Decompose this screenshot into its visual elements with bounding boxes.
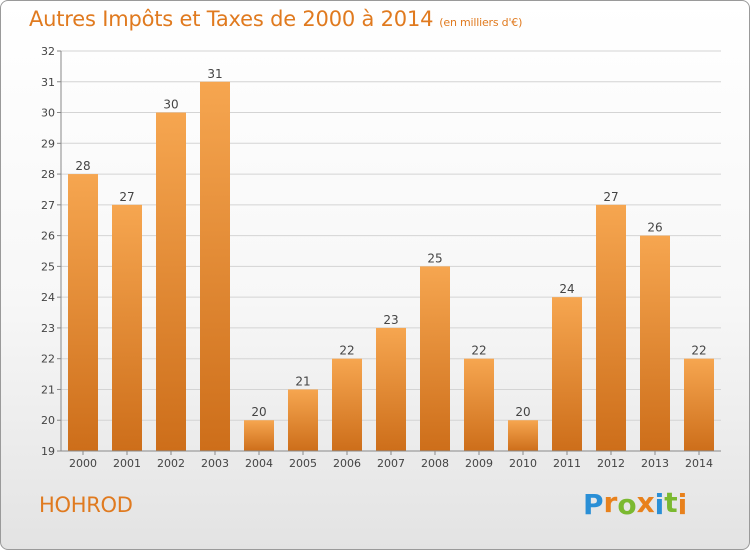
y-tick-label: 28 bbox=[41, 168, 55, 181]
y-tick-label: 24 bbox=[41, 291, 55, 304]
y-tick-label: 20 bbox=[41, 414, 55, 427]
y-tick-label: 29 bbox=[41, 137, 55, 150]
logo-letter: x bbox=[636, 486, 655, 519]
logo-letter: o bbox=[617, 488, 637, 521]
x-tick-label: 2006 bbox=[333, 457, 361, 470]
x-tick-label: 2014 bbox=[685, 457, 713, 470]
data-label: 20 bbox=[515, 405, 530, 419]
data-label: 28 bbox=[75, 159, 90, 173]
bars bbox=[68, 81, 714, 452]
y-tick-label: 27 bbox=[41, 199, 55, 212]
logo-letter: t bbox=[664, 486, 678, 519]
y-tick-label: 21 bbox=[41, 383, 55, 396]
data-label: 25 bbox=[427, 251, 442, 265]
y-tick-label: 32 bbox=[41, 45, 55, 58]
y-tick-label: 23 bbox=[41, 322, 55, 335]
data-label: 27 bbox=[119, 190, 134, 204]
y-tick-label: 26 bbox=[41, 230, 55, 243]
data-label: 27 bbox=[603, 190, 618, 204]
logo-letter: P bbox=[583, 488, 604, 521]
town-name: HOHROD bbox=[39, 493, 133, 517]
chart-title: Autres Impôts et Taxes de 2000 à 2014 (en… bbox=[29, 7, 522, 31]
axes: 19 20 21 22 23 24 25 26 27 28 29 30 31 32 2000 2001 2002… bbox=[41, 45, 721, 470]
x-tick-label: 2001 bbox=[113, 457, 141, 470]
logo-letter: i bbox=[654, 488, 665, 521]
bar bbox=[332, 358, 362, 451]
bar bbox=[596, 204, 626, 451]
proxiti-logo[interactable]: Proxiti bbox=[583, 486, 688, 521]
x-tick-label: 2000 bbox=[69, 457, 97, 470]
bar bbox=[68, 174, 98, 452]
x-tick-label: 2004 bbox=[245, 457, 273, 470]
bar bbox=[288, 389, 318, 451]
chart-title-unit: (en milliers d'€) bbox=[439, 16, 523, 29]
data-label: 23 bbox=[383, 313, 398, 327]
x-tick-label: 2011 bbox=[553, 457, 581, 470]
y-tick-label: 31 bbox=[41, 76, 55, 89]
data-label: 30 bbox=[163, 98, 178, 112]
x-tick-label: 2010 bbox=[509, 457, 537, 470]
bar bbox=[640, 235, 670, 451]
bar bbox=[200, 81, 230, 452]
labels: 28 27 30 31 20 21 22 23 25 22 20 24 27 26 22 bbox=[75, 67, 706, 419]
y-tick-label: 25 bbox=[41, 260, 55, 273]
x-tick-label: 2009 bbox=[465, 457, 493, 470]
data-label: 20 bbox=[251, 405, 266, 419]
data-label: 22 bbox=[471, 344, 486, 358]
y-tick-label: 19 bbox=[41, 445, 55, 458]
y-tick-label: 22 bbox=[41, 353, 55, 366]
x-tick-label: 2012 bbox=[597, 457, 625, 470]
x-tick-label: 2003 bbox=[201, 457, 229, 470]
y-tick-label: 30 bbox=[41, 107, 55, 120]
data-label: 26 bbox=[647, 221, 662, 235]
data-label: 21 bbox=[295, 374, 310, 388]
bar bbox=[244, 420, 274, 451]
chart-title-text: Autres Impôts et Taxes de 2000 à 2014 bbox=[29, 7, 434, 31]
x-tick-label: 2005 bbox=[289, 457, 317, 470]
data-label: 22 bbox=[691, 344, 706, 358]
logo-letter: r bbox=[603, 486, 618, 519]
bar bbox=[420, 266, 450, 451]
x-tick-label: 2002 bbox=[157, 457, 185, 470]
bar bbox=[508, 420, 538, 451]
data-label: 24 bbox=[559, 282, 574, 296]
logo-letter: i bbox=[677, 488, 688, 521]
bar bbox=[684, 358, 714, 451]
x-tick-label: 2008 bbox=[421, 457, 449, 470]
x-tick-label: 2007 bbox=[377, 457, 405, 470]
bar bbox=[464, 358, 494, 451]
bar bbox=[552, 297, 582, 451]
bar bbox=[112, 204, 142, 451]
data-label: 22 bbox=[339, 344, 354, 358]
bar bbox=[376, 327, 406, 451]
bar bbox=[156, 112, 186, 452]
data-label: 31 bbox=[207, 67, 222, 81]
x-tick-label: 2013 bbox=[641, 457, 669, 470]
